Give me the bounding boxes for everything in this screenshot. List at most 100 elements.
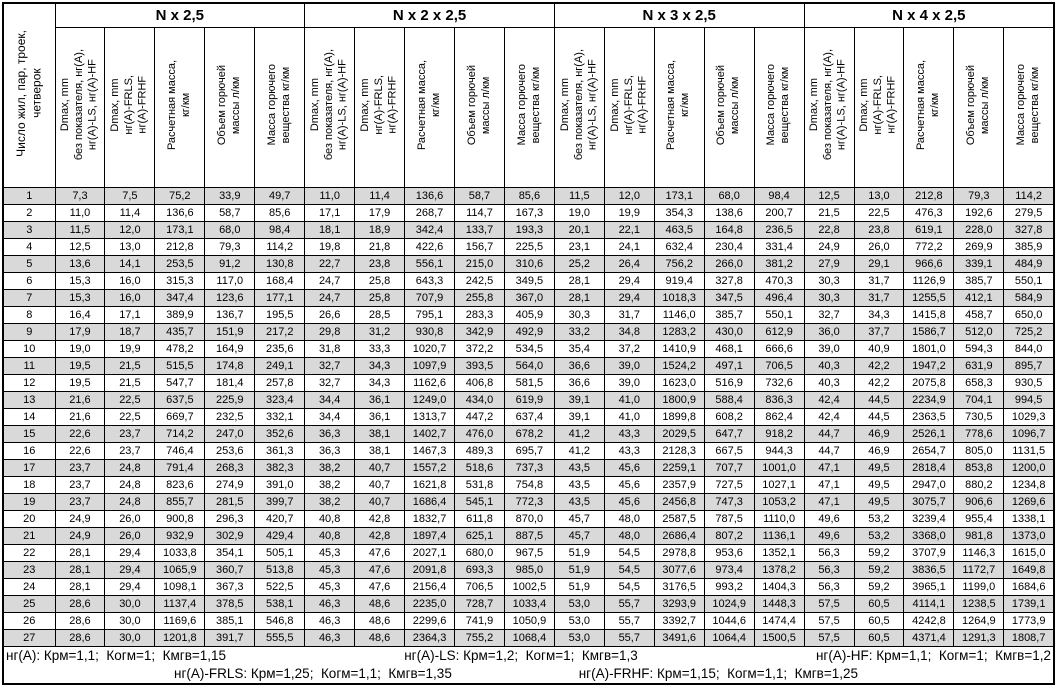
value-cell: 30,3	[803, 289, 855, 307]
value-cell: 42,4	[803, 408, 855, 426]
value-cell: 385,9	[1003, 238, 1055, 256]
value-cell: 28,6	[54, 612, 106, 630]
value-cell: 3491,6	[653, 629, 705, 647]
value-cell: 1096,7	[1003, 425, 1055, 443]
column-header-g2-c3: Расчетная масса, кг/км	[404, 27, 455, 188]
table-row: 9 17,9 18,7 435,7 151,9 217,2 29,8 31,2 930,8 342…	[2, 323, 1055, 341]
column-header-label: Масса горючего вещества кг/км	[515, 64, 542, 146]
value-cell: 269,9	[953, 238, 1005, 256]
value-cell: 47,6	[354, 561, 406, 579]
value-cell: 531,8	[454, 476, 505, 494]
row-number: 24	[2, 578, 56, 596]
value-cell: 11,0	[304, 187, 356, 205]
value-cell: 930,5	[1003, 374, 1055, 392]
value-cell: 619,9	[503, 391, 555, 409]
value-cell: 29,4	[104, 544, 156, 562]
value-cell: 612,9	[753, 323, 805, 341]
value-cell: 966,6	[903, 255, 955, 273]
value-cell: 23,7	[54, 459, 106, 477]
row-number: 15	[2, 425, 56, 443]
column-header-g3-c4: Объем горючей массы л/км	[703, 27, 755, 188]
value-cell: 3707,9	[903, 544, 955, 562]
value-cell: 347,4	[154, 289, 206, 307]
value-cell: 2091,8	[404, 561, 455, 579]
value-cell: 217,2	[254, 323, 306, 341]
value-cell: 193,3	[503, 221, 555, 239]
value-cell: 281,5	[204, 493, 256, 511]
value-cell: 11,5	[553, 187, 605, 205]
value-cell: 637,4	[503, 408, 555, 426]
column-header-g1-c3: Расчетная масса, кг/км	[154, 27, 206, 188]
value-cell: 24,9	[803, 238, 855, 256]
column-header-label: Dmax, mm без показателя, нг(А), нг(А)-LS…	[808, 49, 848, 161]
value-cell: 1065,9	[154, 561, 206, 579]
row-number: 14	[2, 408, 56, 426]
value-cell: 38,2	[304, 493, 356, 511]
value-cell: 747,3	[703, 493, 755, 511]
column-header-label: Объем горючей массы л/км	[965, 64, 991, 146]
group-header-nx25: N x 2,5	[54, 2, 306, 28]
value-cell: 476,0	[454, 425, 505, 443]
value-cell: 34,3	[853, 306, 905, 324]
value-cell: 1684,6	[1003, 578, 1055, 596]
value-cell: 34,4	[304, 408, 356, 426]
value-cell: 399,7	[254, 493, 306, 511]
value-cell: 625,1	[454, 527, 505, 545]
value-cell: 168,4	[254, 272, 306, 290]
value-cell: 17,1	[304, 204, 356, 222]
value-cell: 36,6	[553, 357, 605, 375]
value-cell: 1947,2	[903, 357, 955, 375]
value-cell: 253,6	[204, 442, 256, 460]
value-cell: 19,9	[603, 204, 655, 222]
row-number: 26	[2, 612, 56, 630]
value-cell: 1404,3	[753, 578, 805, 596]
value-cell: 756,2	[653, 255, 705, 273]
value-cell: 17,1	[104, 306, 156, 324]
value-cell: 44,7	[803, 442, 855, 460]
value-cell: 46,3	[304, 629, 356, 647]
value-cell: 547,7	[154, 374, 206, 392]
value-cell: 647,7	[703, 425, 755, 443]
value-cell: 33,2	[553, 323, 605, 341]
value-cell: 930,8	[404, 323, 455, 341]
row-number: 13	[2, 391, 56, 409]
value-cell: 19,0	[54, 340, 106, 358]
value-cell: 967,5	[503, 544, 555, 562]
value-cell: 29,8	[304, 323, 356, 341]
value-cell: 91,2	[204, 255, 256, 273]
value-cell: 22,6	[54, 425, 106, 443]
value-cell: 49,5	[853, 459, 905, 477]
column-header-label: Dmax, mm нг(А)-FRLS, нг(А)-FRHF	[608, 75, 649, 135]
value-cell: 463,5	[653, 221, 705, 239]
value-cell: 327,8	[703, 272, 755, 290]
value-cell: 40,9	[853, 340, 905, 358]
row-number: 6	[2, 272, 56, 290]
value-cell: 1338,1	[1003, 510, 1055, 528]
table-row: 17 23,7 24,8 791,4 268,3 382,3 38,2 40,7 1557,2 5…	[2, 459, 1055, 477]
value-cell: 1586,7	[903, 323, 955, 341]
value-cell: 29,4	[104, 578, 156, 596]
value-cell: 1137,4	[154, 595, 206, 613]
value-cell: 678,2	[503, 425, 555, 443]
value-cell: 458,7	[953, 306, 1005, 324]
value-cell: 367,3	[204, 578, 256, 596]
value-cell: 230,4	[703, 238, 755, 256]
value-cell: 19,5	[54, 374, 106, 392]
value-cell: 39,1	[553, 391, 605, 409]
value-cell: 1500,5	[753, 629, 805, 647]
value-cell: 279,5	[1003, 204, 1055, 222]
table-row: 18 23,7 24,8 823,6 274,9 391,0 38,2 40,7 1621,8 5…	[2, 476, 1055, 494]
value-cell: 36,0	[803, 323, 855, 341]
value-cell: 730,5	[953, 408, 1005, 426]
value-cell: 57,5	[803, 595, 855, 613]
value-cell: 389,9	[154, 306, 206, 324]
value-cell: 173,1	[653, 187, 705, 205]
value-cell: 1097,9	[404, 357, 455, 375]
row-number: 1	[2, 187, 56, 205]
value-cell: 32,7	[304, 357, 356, 375]
value-cell: 1269,6	[1003, 493, 1055, 511]
value-cell: 680,0	[454, 544, 505, 562]
value-cell: 754,8	[503, 476, 555, 494]
column-header-g3-c3: Расчетная масса, кг/км	[653, 27, 705, 188]
value-cell: 1136,1	[753, 527, 805, 545]
